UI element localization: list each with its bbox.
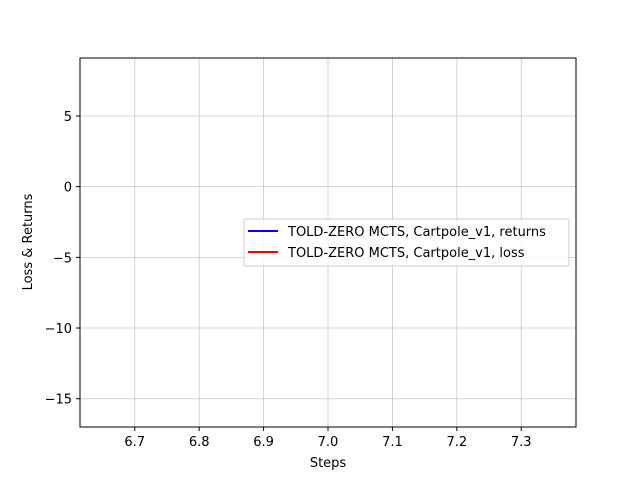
legend-box	[243, 218, 570, 267]
x-tick-label: 6.8	[189, 435, 210, 450]
x-tick-label: 7.1	[382, 435, 403, 450]
legend-loss-label: TOLD-ZERO MCTS, Cartpole_v1, loss	[287, 246, 525, 261]
y-axis-ticks: 5 0 −5 −10 −15	[45, 110, 80, 408]
x-tick-label: 7.0	[318, 435, 339, 450]
y-tick-label: −15	[45, 393, 72, 408]
y-tick-label: 5	[64, 110, 72, 125]
x-tick-label: 7.2	[446, 435, 467, 450]
y-tick-label: 0	[64, 181, 72, 196]
x-tick-label: 6.7	[124, 435, 145, 450]
x-tick-label: 6.9	[253, 435, 274, 450]
y-axis-label: Loss & Returns	[21, 193, 36, 290]
x-axis-label: Steps	[310, 456, 347, 471]
x-tick-label: 7.3	[511, 435, 532, 450]
legend: TOLD-ZERO MCTS, Cartpole_v1, returns TOL…	[243, 218, 570, 267]
x-axis-ticks: 6.7 6.8 6.9 7.0 7.1 7.2 7.3	[124, 427, 532, 450]
y-tick-label: −10	[45, 322, 72, 337]
y-tick-label: −5	[53, 251, 72, 266]
legend-returns-label: TOLD-ZERO MCTS, Cartpole_v1, returns	[287, 225, 546, 240]
